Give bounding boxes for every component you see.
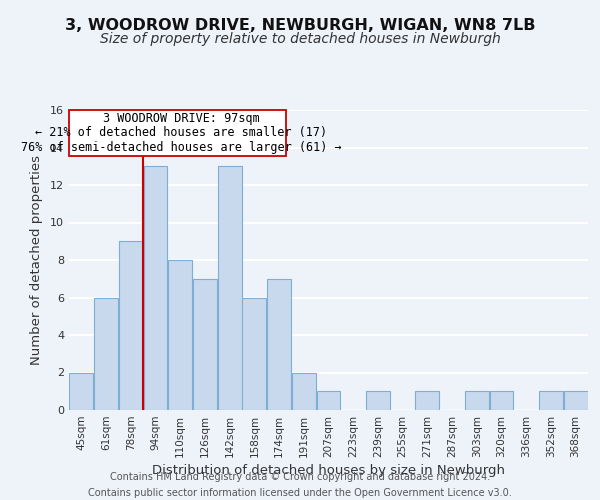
- Bar: [267, 279, 291, 410]
- Y-axis label: Number of detached properties: Number of detached properties: [30, 155, 43, 365]
- FancyBboxPatch shape: [69, 110, 286, 156]
- Text: ← 21% of detached houses are smaller (17): ← 21% of detached houses are smaller (17…: [35, 126, 328, 140]
- Bar: [366, 391, 390, 410]
- Bar: [193, 279, 217, 410]
- Bar: [242, 298, 266, 410]
- Bar: [539, 391, 563, 410]
- Text: 3, WOODROW DRIVE, NEWBURGH, WIGAN, WN8 7LB: 3, WOODROW DRIVE, NEWBURGH, WIGAN, WN8 7…: [65, 18, 535, 32]
- Text: 3 WOODROW DRIVE: 97sqm: 3 WOODROW DRIVE: 97sqm: [103, 112, 260, 125]
- Bar: [218, 166, 242, 410]
- Bar: [465, 391, 489, 410]
- Bar: [168, 260, 192, 410]
- Bar: [563, 391, 587, 410]
- Text: Size of property relative to detached houses in Newburgh: Size of property relative to detached ho…: [100, 32, 500, 46]
- Bar: [292, 372, 316, 410]
- Bar: [143, 166, 167, 410]
- Bar: [70, 372, 94, 410]
- Text: 76% of semi-detached houses are larger (61) →: 76% of semi-detached houses are larger (…: [21, 141, 342, 154]
- Text: Contains HM Land Registry data © Crown copyright and database right 2024.
Contai: Contains HM Land Registry data © Crown c…: [88, 472, 512, 498]
- X-axis label: Distribution of detached houses by size in Newburgh: Distribution of detached houses by size …: [152, 464, 505, 477]
- Bar: [94, 298, 118, 410]
- Bar: [317, 391, 340, 410]
- Bar: [119, 242, 143, 410]
- Bar: [415, 391, 439, 410]
- Bar: [490, 391, 514, 410]
